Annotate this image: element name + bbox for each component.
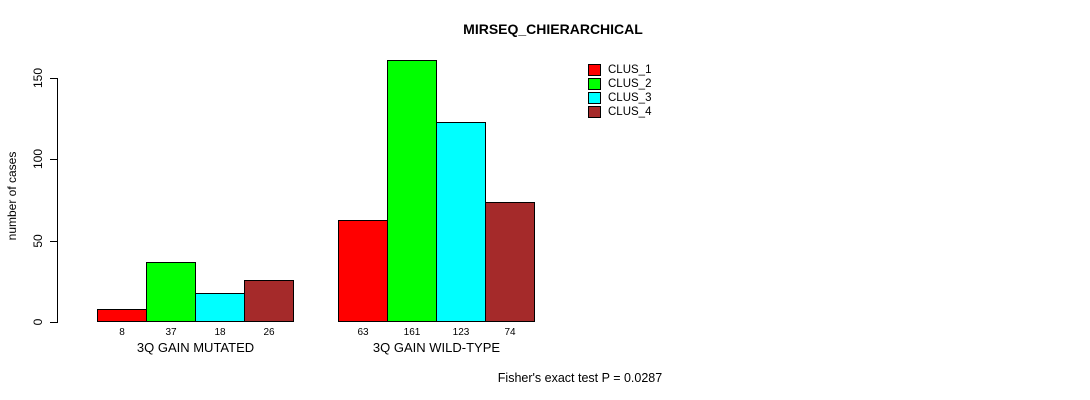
bar-clus_1-group1 — [97, 309, 147, 322]
y-tick-label: 50 — [31, 234, 45, 248]
y-tick-mark — [50, 78, 58, 79]
group-label: 3Q GAIN MUTATED — [136, 340, 255, 355]
y-axis-line — [57, 78, 58, 323]
bar-value-label: 8 — [119, 327, 125, 338]
bar-clus_3-group2 — [436, 122, 486, 322]
chart-title: MIRSEQ_CHIERARCHICAL — [463, 21, 643, 37]
bar-clus_4-group2 — [485, 202, 535, 322]
bar-value-label: 123 — [452, 327, 470, 338]
legend: CLUS_1 CLUS_2 CLUS_3 CLUS_4 — [588, 63, 651, 119]
legend-swatch-icon — [588, 92, 601, 104]
bar-clus_2-group2 — [387, 60, 437, 322]
bar-value-label: 161 — [403, 327, 421, 338]
bar-clus_4-group1 — [244, 280, 294, 322]
bar-value-label: 37 — [165, 327, 177, 338]
legend-label: CLUS_1 — [608, 64, 652, 76]
y-axis-label: number of cases — [5, 151, 19, 241]
bar-clus_2-group1 — [146, 262, 196, 322]
legend-item-clus_4: CLUS_4 — [588, 105, 651, 119]
y-tick-mark — [50, 322, 58, 323]
bar-clus_3-group1 — [195, 293, 245, 322]
legend-swatch-icon — [588, 106, 601, 118]
group-label: 3Q GAIN WILD-TYPE — [372, 340, 501, 355]
y-tick-label: 100 — [31, 148, 45, 170]
bar-value-label: 74 — [504, 327, 516, 338]
bar-value-label: 63 — [357, 327, 369, 338]
legend-item-clus_3: CLUS_3 — [588, 91, 651, 105]
y-tick-mark — [50, 241, 58, 242]
legend-swatch-icon — [588, 64, 601, 76]
legend-label: CLUS_4 — [608, 106, 652, 118]
bar-value-label: 18 — [214, 327, 226, 338]
legend-item-clus_2: CLUS_2 — [588, 77, 651, 91]
y-tick-mark — [50, 159, 58, 160]
legend-item-clus_1: CLUS_1 — [588, 63, 651, 77]
legend-label: CLUS_2 — [608, 78, 652, 90]
bar-value-label: 26 — [263, 327, 275, 338]
annotation-text: Fisher's exact test P = 0.0287 — [497, 371, 663, 385]
legend-label: CLUS_3 — [608, 92, 652, 104]
bar-clus_1-group2 — [338, 220, 388, 322]
legend-swatch-icon — [588, 78, 601, 90]
y-tick-label: 150 — [31, 67, 45, 89]
y-tick-label: 0 — [31, 318, 45, 326]
